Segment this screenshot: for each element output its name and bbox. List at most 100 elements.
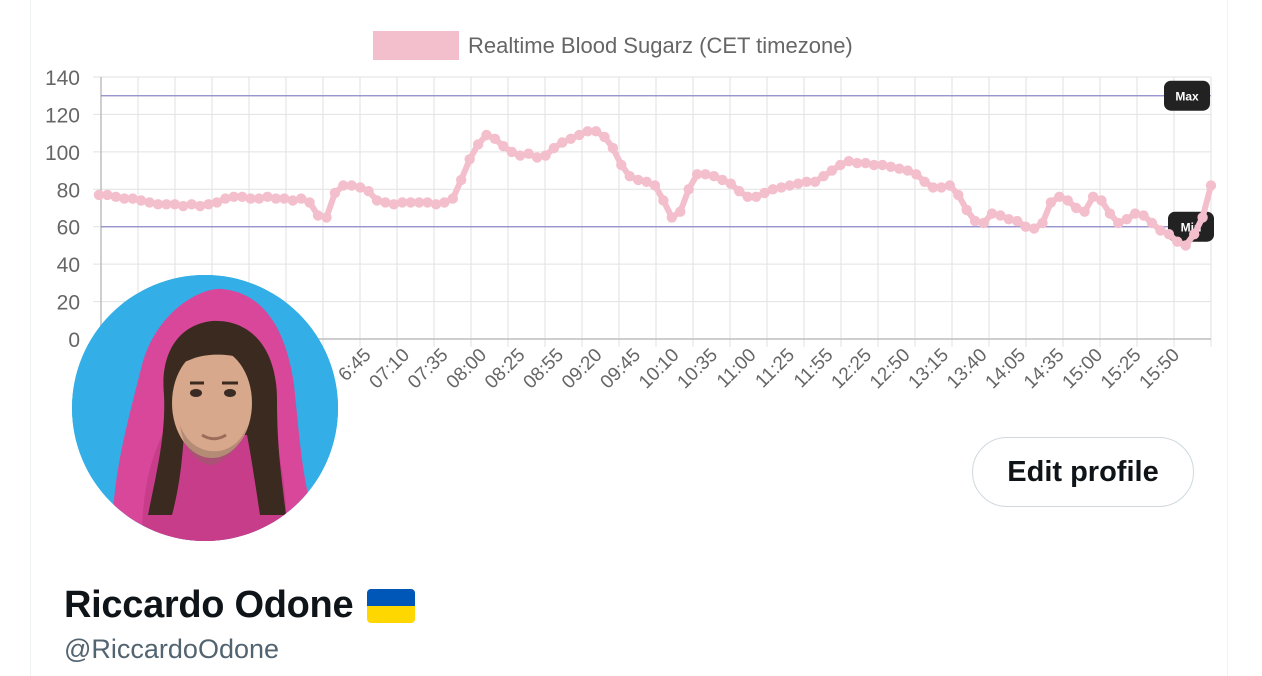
data-point bbox=[464, 154, 475, 165]
y-tick-label: 40 bbox=[57, 254, 80, 277]
data-point bbox=[986, 208, 998, 219]
data-point bbox=[1012, 215, 1023, 227]
data-point bbox=[1054, 191, 1065, 202]
data-point bbox=[456, 174, 467, 186]
data-point bbox=[397, 197, 408, 208]
data-point bbox=[995, 210, 1006, 221]
x-tick-label: 08:55 bbox=[520, 345, 568, 393]
flag-top-stripe bbox=[367, 588, 416, 606]
data-point bbox=[1155, 225, 1166, 236]
ukraine-flag-icon bbox=[367, 588, 416, 623]
data-point bbox=[1045, 197, 1057, 208]
y-tick-label: 80 bbox=[57, 179, 80, 202]
avatar[interactable] bbox=[72, 275, 338, 541]
y-tick-label: 140 bbox=[45, 67, 80, 90]
data-point bbox=[540, 150, 551, 161]
data-point bbox=[818, 171, 829, 182]
data-point bbox=[1180, 240, 1191, 251]
data-point bbox=[574, 129, 585, 141]
data-point bbox=[270, 193, 282, 204]
data-point bbox=[413, 197, 425, 208]
data-point bbox=[565, 133, 576, 144]
data-point bbox=[1037, 217, 1048, 229]
data-point bbox=[1113, 217, 1124, 229]
data-point bbox=[599, 131, 610, 143]
data-point bbox=[1003, 214, 1014, 225]
data-point bbox=[338, 180, 349, 191]
data-point bbox=[211, 197, 223, 208]
data-point bbox=[102, 189, 113, 201]
data-point bbox=[262, 191, 273, 202]
x-tick-label: 15:00 bbox=[1059, 345, 1107, 393]
x-tick-label: 10:10 bbox=[635, 345, 683, 393]
data-point bbox=[472, 139, 484, 150]
data-point bbox=[675, 206, 686, 217]
edit-profile-button[interactable]: Edit profile bbox=[972, 437, 1194, 507]
data-point bbox=[548, 142, 560, 154]
x-tick-label: 11:25 bbox=[752, 345, 799, 392]
data-point bbox=[228, 191, 239, 202]
data-point bbox=[700, 169, 711, 180]
data-point bbox=[253, 193, 265, 204]
data-point bbox=[868, 159, 880, 171]
data-point bbox=[178, 200, 189, 212]
data-point bbox=[363, 186, 374, 197]
x-tick-label: 07:35 bbox=[404, 345, 452, 393]
x-tick-label: 12:25 bbox=[828, 345, 876, 393]
data-point bbox=[582, 126, 593, 137]
x-tick-label: 13:40 bbox=[943, 345, 991, 393]
data-point bbox=[135, 195, 147, 206]
data-point bbox=[1121, 214, 1133, 225]
data-point bbox=[717, 174, 728, 186]
data-point bbox=[793, 178, 804, 189]
x-tick-label: 15:50 bbox=[1136, 345, 1184, 393]
data-point bbox=[1104, 208, 1116, 219]
x-tick-label: 15:25 bbox=[1097, 345, 1145, 393]
header-banner-chart: Realtime Blood Sugarz (CET timezone) 140… bbox=[45, 31, 1217, 393]
data-point bbox=[523, 148, 534, 159]
data-point bbox=[93, 189, 105, 201]
data-point bbox=[296, 193, 307, 204]
data-point bbox=[885, 161, 897, 172]
data-point bbox=[194, 200, 206, 212]
data-point bbox=[430, 199, 442, 210]
x-axis-ticks: 6:4507:1007:3508:0008:2508:5509:2009:451… bbox=[335, 345, 1185, 393]
data-point bbox=[902, 165, 913, 176]
data-point bbox=[237, 191, 248, 202]
data-point bbox=[750, 191, 762, 202]
data-point bbox=[312, 210, 324, 221]
data-point bbox=[590, 126, 602, 137]
data-point bbox=[1197, 212, 1208, 223]
y-tick-label: 20 bbox=[57, 292, 80, 315]
y-axis-ticks: 140 120 100 80 60 40 20 0 bbox=[45, 67, 80, 352]
profile-card bbox=[30, 0, 1228, 676]
data-point bbox=[186, 199, 197, 210]
data-point bbox=[220, 193, 231, 204]
data-point bbox=[776, 182, 787, 193]
data-point bbox=[1062, 195, 1074, 206]
data-point bbox=[287, 195, 298, 206]
data-point bbox=[894, 163, 905, 174]
data-point bbox=[388, 199, 399, 210]
data-point bbox=[1172, 236, 1183, 247]
data-point bbox=[649, 180, 661, 191]
y-tick-label: 120 bbox=[45, 104, 80, 127]
data-point bbox=[1020, 221, 1031, 232]
x-tick-label: 09:45 bbox=[597, 345, 645, 393]
x-tick-label: 08:00 bbox=[443, 345, 491, 393]
data-point bbox=[447, 193, 458, 204]
data-point bbox=[911, 169, 922, 180]
data-point bbox=[1189, 229, 1200, 240]
chart-legend: Realtime Blood Sugarz (CET timezone) bbox=[373, 31, 853, 60]
data-point bbox=[203, 199, 214, 210]
data-point bbox=[481, 129, 492, 141]
data-point bbox=[169, 199, 180, 210]
data-point bbox=[329, 187, 341, 199]
data-point bbox=[843, 156, 854, 167]
data-point bbox=[1087, 191, 1099, 202]
data-point bbox=[809, 176, 821, 187]
data-point bbox=[1205, 180, 1217, 191]
data-point bbox=[683, 184, 694, 195]
data-point bbox=[801, 176, 812, 187]
data-point bbox=[1130, 208, 1141, 219]
